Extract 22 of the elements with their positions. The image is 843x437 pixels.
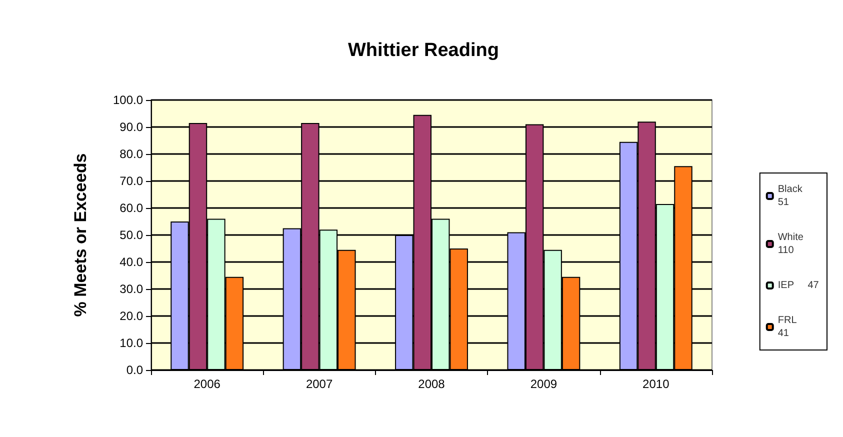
x-tick-label: 2007 <box>306 377 333 391</box>
x-tick-label: 2006 <box>194 377 221 391</box>
legend-label: FRL 41 <box>778 315 798 339</box>
y-tick-label: 20.0 <box>120 309 144 323</box>
y-tick-label: 80.0 <box>120 147 144 161</box>
x-tick-label: 2009 <box>530 377 558 391</box>
y-tick-label: 60.0 <box>120 201 144 215</box>
y-tick-label: 100.0 <box>112 93 144 107</box>
y-tick-label: 50.0 <box>120 228 144 242</box>
legend-label: White 110 <box>778 232 804 256</box>
chart-title: Whittier Reading <box>348 40 499 61</box>
y-tick-label: 40.0 <box>120 255 144 269</box>
y-axis-title: % Meets or Exceeds <box>71 153 90 317</box>
x-tick-label: 2010 <box>642 377 670 391</box>
y-tick-label: 90.0 <box>120 120 144 134</box>
y-tick-label: 10.0 <box>120 336 144 350</box>
x-tick-label: 2008 <box>418 377 446 391</box>
y-tick-label: 0.0 <box>126 363 144 377</box>
y-tick-label: 30.0 <box>120 282 144 296</box>
legend-label: Black 51 <box>778 184 804 208</box>
y-tick-label: 70.0 <box>120 174 144 188</box>
legend-label: IEP 47 <box>778 280 820 291</box>
